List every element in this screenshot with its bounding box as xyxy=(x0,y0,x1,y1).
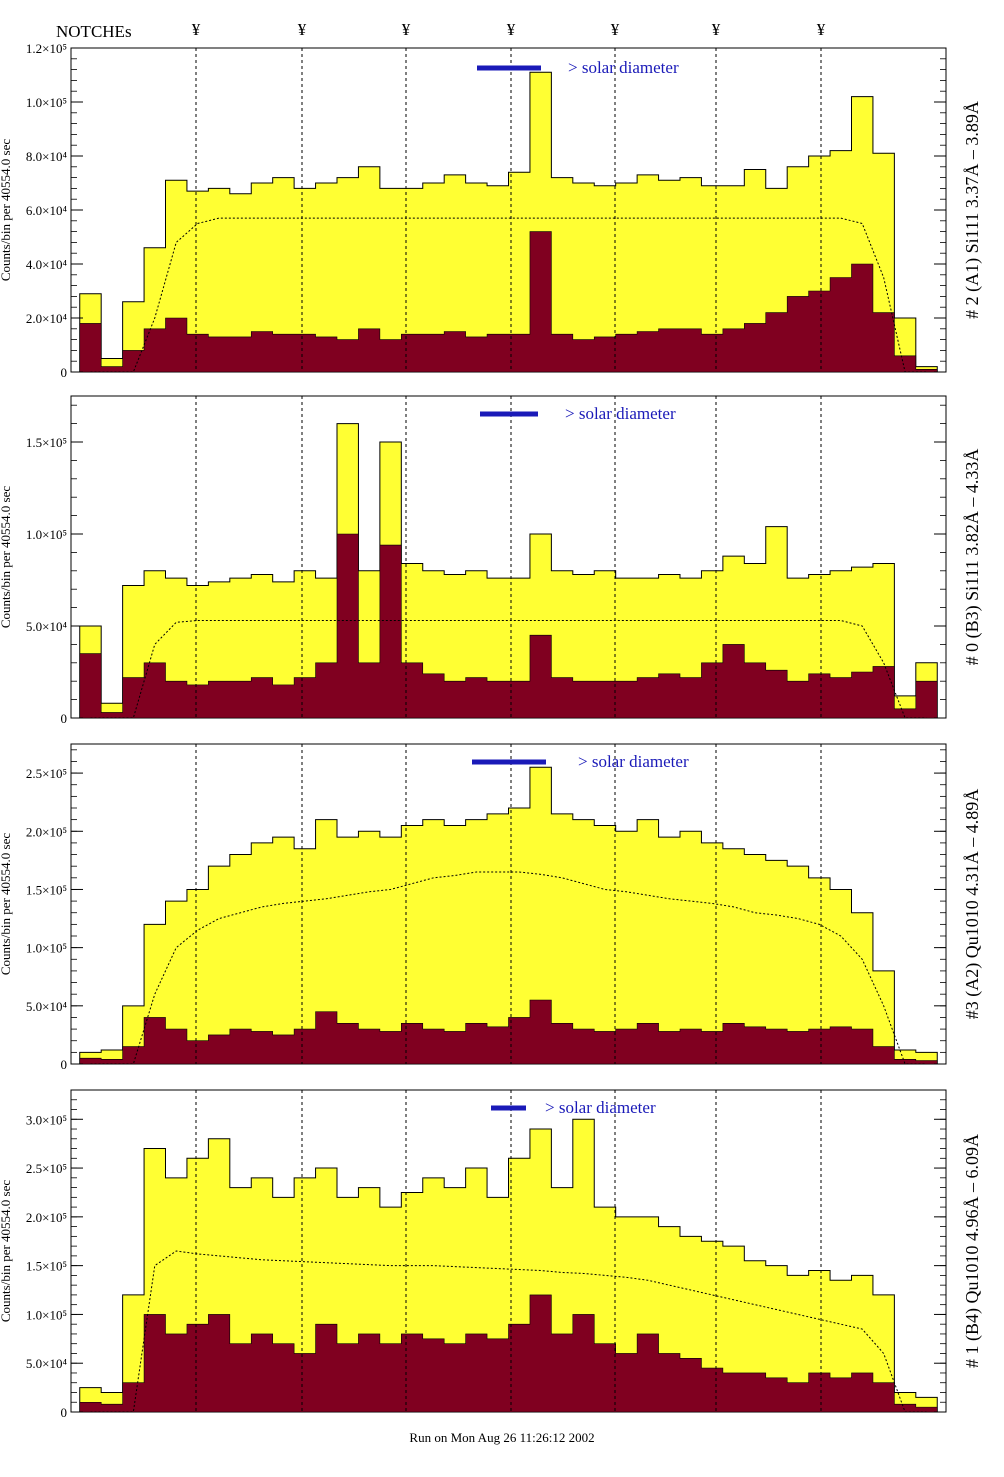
spectrum-panel-3: 0 5.0×10⁴ 1.0×10⁵ 1.5×10⁵ 2.0×10⁵ 2.5×10⁵ 3.0×… xyxy=(0,1089,983,1420)
y-tick-label: 1.5×10⁵ xyxy=(26,435,67,450)
y-tick-label: 1.0×10⁵ xyxy=(26,95,67,110)
background-counts-histogram xyxy=(79,231,938,373)
y-tick-label: 1.0×10⁵ xyxy=(26,527,67,542)
y-tick-label: 0 xyxy=(61,1057,68,1072)
y-tick-label: 1.5×10⁵ xyxy=(26,1259,67,1274)
channel-label: # 1 (B4) Qu1010 4.96Å – 6.09Å xyxy=(962,1134,983,1368)
channel-label: # 0 (B3) Si111 3.82Å – 4.33Å xyxy=(962,449,983,666)
solar-diameter-label: > solar diameter xyxy=(565,404,676,423)
notch-marker: ¥ xyxy=(506,20,516,39)
channel-label: #3 (A2) Qu1010 4.31Å – 4.89Å xyxy=(962,789,983,1019)
solar-diameter-label: > solar diameter xyxy=(545,1098,656,1117)
y-tick-label: 4.0×10⁴ xyxy=(26,257,68,272)
total-counts-histogram xyxy=(79,1118,938,1413)
y-tick-label: 5.0×10⁴ xyxy=(26,1356,68,1371)
y-tick-label: 1.0×10⁵ xyxy=(26,1307,67,1322)
y-tick-label: 2.5×10⁵ xyxy=(26,766,67,781)
y-axis-label: Counts/bin per 40554.0 sec xyxy=(0,486,13,628)
y-axis-label: Counts/bin per 40554.0 sec xyxy=(0,139,13,281)
y-tick-label: 3.0×10⁵ xyxy=(26,1112,67,1127)
notch-marker: ¥ xyxy=(297,20,307,39)
solar-diameter-label: > solar diameter xyxy=(578,752,689,771)
background-counts-histogram xyxy=(79,533,938,719)
y-tick-label: 1.0×10⁵ xyxy=(26,941,67,956)
spectrum-panel-2: 0 5.0×10⁴ 1.0×10⁵ 1.5×10⁵ 2.0×10⁵ 2.5×10⁵ Coun… xyxy=(0,743,983,1072)
model-curve xyxy=(90,871,927,1065)
spectrum-panel-0: 0 2.0×10⁴ 4.0×10⁴ 6.0×10⁴ 8.0×10⁴ 1.0×10⁵ 1.2×… xyxy=(0,41,983,380)
y-tick-label: 2.0×10⁵ xyxy=(26,1210,67,1225)
y-tick-label: 0 xyxy=(61,711,68,726)
model-curve xyxy=(90,1250,927,1413)
y-tick-label: 2.5×10⁵ xyxy=(26,1161,67,1176)
total-counts-histogram xyxy=(79,766,938,1065)
y-tick-label: 8.0×10⁴ xyxy=(26,149,68,164)
y-tick-label: 2.0×10⁴ xyxy=(26,311,68,326)
model-curve xyxy=(90,619,927,719)
y-axis-label: Counts/bin per 40554.0 sec xyxy=(0,1180,13,1322)
notch-marker: ¥ xyxy=(816,20,826,39)
channel-label: # 2 (A1) Si111 3.37Å – 3.89Å xyxy=(962,101,983,319)
background-counts-histogram xyxy=(79,999,938,1065)
notch-marker: ¥ xyxy=(401,20,411,39)
notch-marker: ¥ xyxy=(191,20,201,39)
spectrum-panel-1: 0 5.0×10⁴ 1.0×10⁵ 1.5×10⁵ Counts/bin per 405… xyxy=(0,395,983,726)
total-counts-histogram xyxy=(79,71,938,373)
y-tick-label: 0 xyxy=(61,365,68,380)
y-tick-label: 0 xyxy=(61,1405,68,1420)
y-tick-label: 2.0×10⁵ xyxy=(26,824,67,839)
y-tick-label: 5.0×10⁴ xyxy=(26,619,68,634)
y-tick-label: 1.2×10⁵ xyxy=(26,41,67,56)
notch-marker: ¥ xyxy=(610,20,620,39)
y-tick-label: 1.5×10⁵ xyxy=(26,882,67,897)
solar-diameter-label: > solar diameter xyxy=(568,58,679,77)
notches-label: NOTCHEs xyxy=(56,22,132,41)
background-counts-histogram xyxy=(79,1294,938,1413)
y-tick-label: 6.0×10⁴ xyxy=(26,203,68,218)
notch-marker: ¥ xyxy=(711,20,721,39)
y-tick-label: 5.0×10⁴ xyxy=(26,999,68,1014)
y-axis-label: Counts/bin per 40554.0 sec xyxy=(0,833,13,975)
model-curve xyxy=(90,217,927,373)
run-timestamp: Run on Mon Aug 26 11:26:12 2002 xyxy=(409,1430,595,1445)
